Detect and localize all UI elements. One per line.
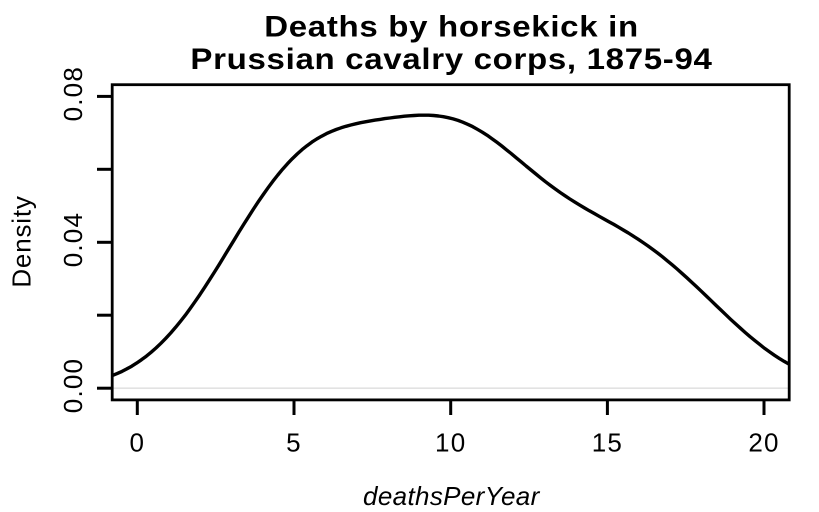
svg-text:15: 15 [592,428,623,458]
svg-text:0.08: 0.08 [58,66,88,121]
svg-text:5: 5 [286,428,302,458]
svg-text:0.04: 0.04 [58,212,88,267]
svg-text:0.00: 0.00 [58,358,88,413]
svg-text:10: 10 [435,428,466,458]
svg-text:deathsPerYear: deathsPerYear [363,481,541,511]
svg-text:20: 20 [748,428,779,458]
svg-text:0: 0 [129,428,145,458]
svg-text:Prussian cavalry corps, 1875-9: Prussian cavalry corps, 1875-94 [190,43,712,76]
svg-text:Density: Density [7,195,37,287]
svg-text:Deaths by horsekick in: Deaths by horsekick in [264,10,639,43]
